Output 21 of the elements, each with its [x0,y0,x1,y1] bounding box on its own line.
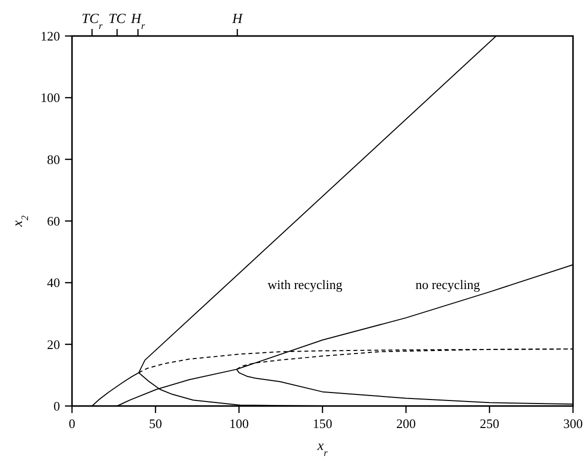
y-tick-label: 20 [47,336,60,352]
y-tick-label: 80 [47,152,60,167]
x-tick-label: 50 [149,416,162,431]
x-tick-label: 300 [563,416,583,431]
x-tick-label: 100 [229,416,249,431]
x-tick-label: 200 [396,416,416,431]
text: H$_{r}$ [130,12,146,32]
annotation: with recycling [268,276,343,292]
annotation: TC [108,12,126,27]
y-tick-label: 40 [47,275,60,290]
y-tick-label: 100 [40,90,60,106]
x-tick-label: 250 [480,416,500,431]
x-tick-label: 150 [312,416,332,431]
y-tick-label: 60 [47,214,60,228]
x-tick-label: 0 [68,416,76,431]
y-tick-label: 120 [40,28,60,44]
annotation: no recycling [415,276,481,292]
x-axis-title: x$_{r}$ [316,439,328,458]
y-tick-label: 0 [54,398,60,414]
text: TC$_{r}$ [82,12,103,32]
annotation: H [231,12,244,27]
